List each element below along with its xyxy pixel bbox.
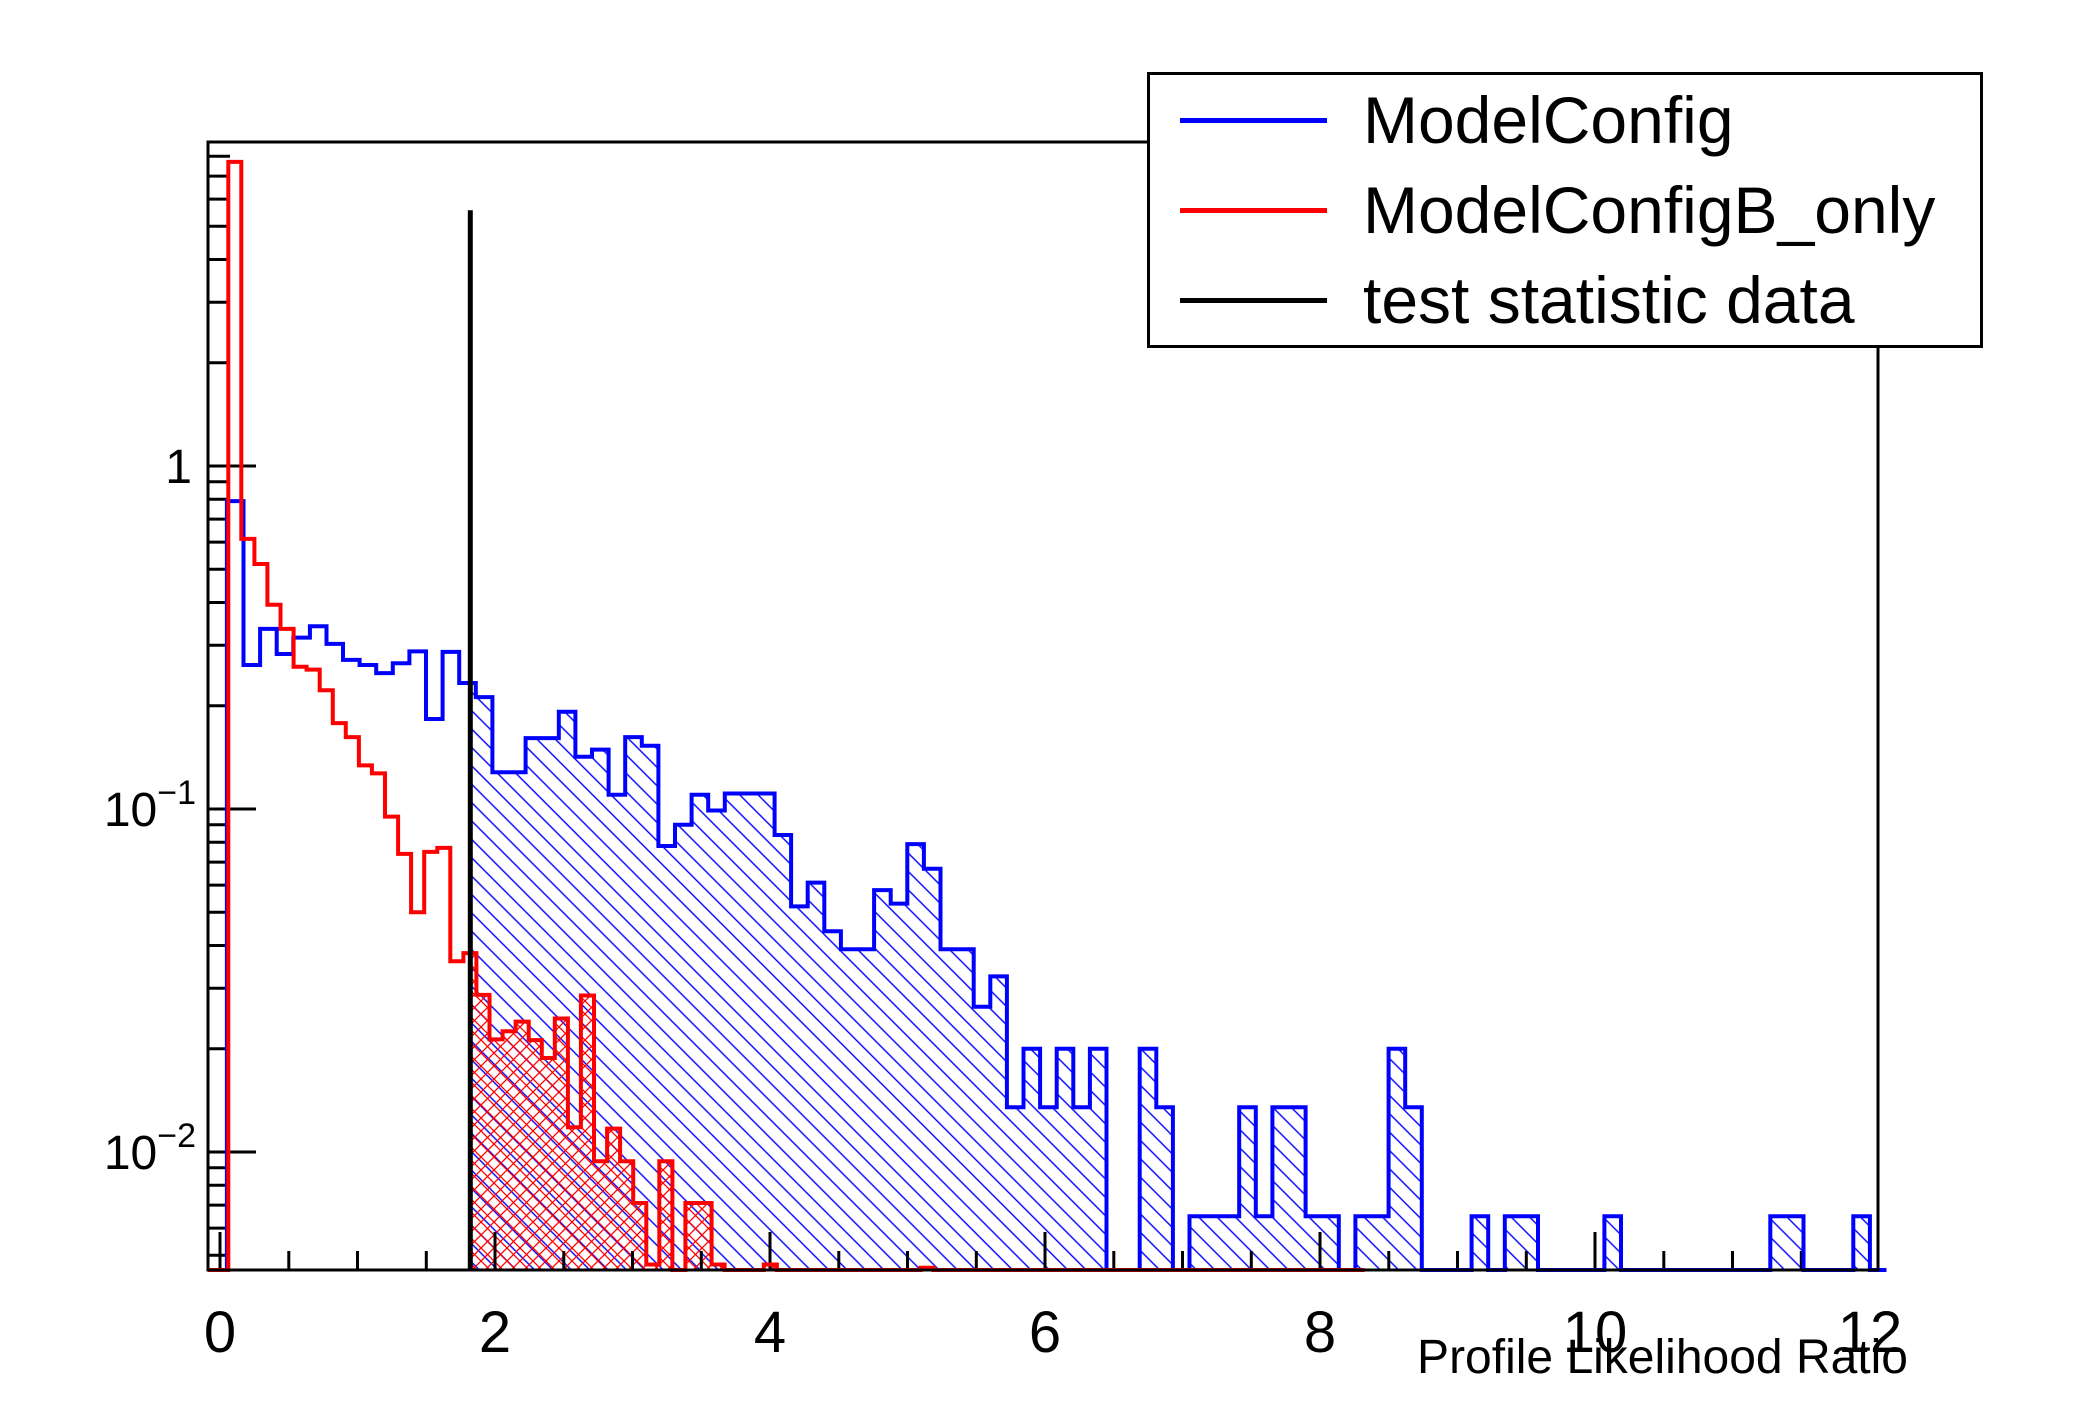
svg-text:12: 12 — [1838, 1300, 1903, 1365]
legend-line-sample-red — [1180, 207, 1327, 213]
svg-text:8: 8 — [1304, 1300, 1336, 1365]
legend-line-sample-black — [1180, 297, 1327, 303]
legend-item-test-statistic: test statistic data — [1150, 255, 1980, 345]
legend-label: ModelConfigB_only — [1363, 173, 1936, 247]
legend-label: ModelConfig — [1363, 83, 1734, 157]
legend-line-sample-blue — [1180, 117, 1327, 123]
modelconfig-hatched-area — [470, 683, 1887, 1270]
legend-label: test statistic data — [1363, 263, 1855, 337]
legend: ModelConfig ModelConfigB_only test stati… — [1147, 72, 1983, 348]
modelconfig-histogram — [208, 499, 1887, 1272]
legend-item-modelconfig: ModelConfig — [1150, 75, 1980, 165]
y-tick-labels: 1 10−1 10−2 — [104, 441, 196, 1180]
svg-text:6: 6 — [1029, 1300, 1061, 1365]
plot-frame — [206, 140, 1880, 1272]
svg-text:4: 4 — [754, 1300, 786, 1365]
svg-text:10−2: 10−2 — [104, 1117, 196, 1180]
svg-text:0: 0 — [204, 1300, 236, 1365]
svg-text:10−1: 10−1 — [104, 774, 196, 837]
svg-text:1: 1 — [165, 441, 192, 494]
x-axis-title: Profile Likelihood Ratio — [1417, 1331, 1908, 1384]
x-tick-labels: 0 2 4 6 8 10 12 — [204, 1300, 1902, 1365]
legend-item-modelconfigb-only: ModelConfigB_only — [1150, 165, 1980, 255]
svg-text:10: 10 — [1563, 1300, 1628, 1365]
svg-text:2: 2 — [479, 1300, 511, 1365]
modelconfigb-only-hatched-area — [470, 953, 1365, 1270]
axis-ticks — [208, 154, 1872, 1270]
